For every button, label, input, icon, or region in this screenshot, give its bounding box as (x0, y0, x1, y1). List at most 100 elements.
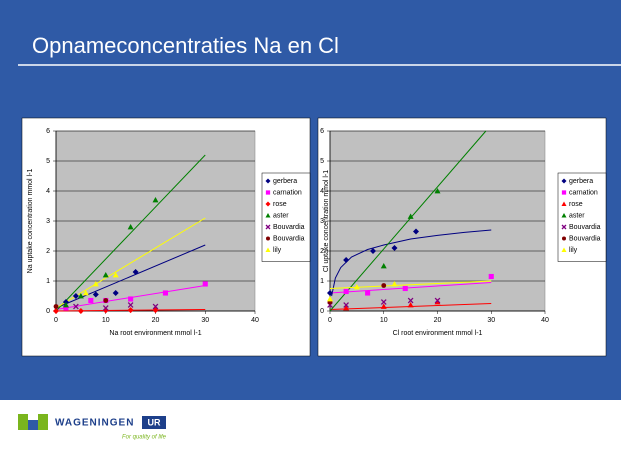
y-tick-label: 6 (46, 128, 50, 135)
trend-line (329, 130, 487, 312)
x-tick-label: 0 (54, 317, 58, 324)
marker (102, 272, 109, 278)
x-axis-label: Cl root environment mmol l-1 (393, 330, 483, 337)
marker (561, 201, 567, 206)
marker (265, 247, 271, 252)
legend-label: rose (273, 201, 287, 208)
marker (413, 228, 419, 235)
logo-block (38, 414, 48, 430)
marker (103, 298, 109, 303)
marker (434, 299, 441, 305)
marker (132, 269, 139, 275)
y-tick-label: 0 (46, 308, 50, 315)
x-axis-label: Na root environment mmol l-1 (109, 330, 201, 337)
marker (112, 290, 119, 296)
y-tick-label: 4 (320, 188, 324, 195)
legend-label: Bouvardia (273, 235, 305, 242)
logo-box (142, 416, 166, 429)
marker (380, 303, 387, 309)
legend-label: gerbera (273, 178, 297, 185)
marker (92, 281, 99, 287)
marker (407, 213, 414, 219)
marker (88, 297, 94, 304)
marker (127, 224, 134, 230)
marker (391, 245, 398, 251)
marker (53, 308, 59, 314)
marker (265, 190, 271, 195)
logo-block (18, 414, 28, 430)
marker (562, 236, 566, 241)
marker (266, 236, 270, 241)
slide-title: Opnameconcentraties Na en Cl (32, 33, 339, 58)
y-tick-label: 5 (46, 158, 50, 165)
marker (152, 197, 159, 203)
marker (62, 302, 69, 308)
y-axis-label: Cl uptake concentration mmol l-1 (323, 170, 330, 272)
y-tick-label: 2 (320, 248, 324, 255)
marker (202, 281, 208, 287)
logo-text: WAGENINGEN (55, 418, 134, 429)
marker (72, 293, 79, 299)
legend-label: Bouvardia (569, 235, 601, 242)
marker (128, 296, 134, 302)
y-tick-label: 0 (320, 308, 324, 315)
x-tick-label: 20 (152, 317, 160, 324)
marker (343, 305, 350, 311)
marker (327, 290, 333, 296)
marker (561, 247, 567, 252)
marker (391, 281, 398, 287)
marker (434, 188, 441, 194)
marker (561, 190, 567, 195)
logo-slogan: For quality of life (122, 435, 167, 441)
logo-box-text: UR (148, 417, 161, 427)
marker (407, 302, 414, 308)
marker (77, 293, 84, 299)
marker (102, 305, 109, 311)
marker (82, 290, 89, 296)
y-axis-label: Na uptake concentration mmol l-1 (27, 169, 34, 274)
marker (265, 201, 271, 207)
marker (327, 296, 333, 302)
marker (365, 290, 371, 296)
marker (380, 299, 387, 305)
marker (343, 257, 350, 263)
logo-block (28, 420, 38, 430)
legend-label: aster (273, 212, 289, 219)
y-tick-label: 6 (320, 128, 324, 135)
y-tick-label: 5 (320, 158, 324, 165)
legend-label: gerbera (569, 178, 593, 185)
x-tick-label: 30 (487, 317, 495, 324)
marker (402, 285, 408, 292)
y-tick-label: 3 (46, 218, 50, 225)
marker (162, 290, 168, 296)
marker (370, 248, 376, 254)
marker (63, 305, 69, 311)
y-tick-label: 4 (46, 188, 50, 195)
legend-label: lily (273, 247, 282, 254)
legend-label: lily (569, 247, 578, 254)
x-tick-label: 30 (201, 317, 209, 324)
marker (152, 303, 159, 310)
marker (561, 213, 567, 218)
y-tick-label: 3 (320, 218, 324, 225)
marker (112, 272, 119, 278)
marker (265, 224, 271, 230)
y-tick-label: 1 (320, 278, 324, 285)
trend-line (55, 154, 206, 312)
x-tick-label: 40 (251, 317, 259, 324)
marker (353, 284, 360, 290)
legend-label: carnation (273, 189, 302, 196)
marker (127, 307, 134, 314)
trend-line (331, 229, 492, 297)
trend-line (329, 282, 492, 294)
legend-label: carnation (569, 189, 598, 196)
y-tick-label: 2 (46, 248, 50, 255)
marker (561, 224, 567, 230)
marker (343, 288, 349, 295)
x-tick-label: 40 (541, 317, 549, 324)
marker (380, 263, 387, 269)
x-tick-label: 0 (328, 317, 332, 324)
y-tick-label: 1 (46, 278, 50, 285)
footer-band (0, 400, 621, 462)
